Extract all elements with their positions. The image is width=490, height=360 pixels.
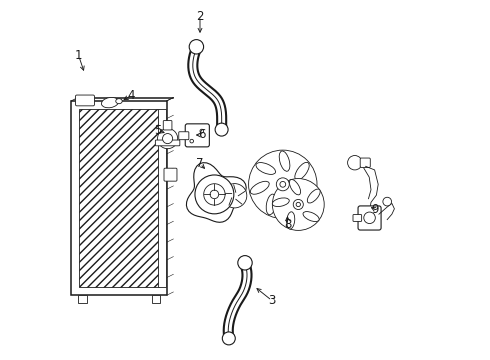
Ellipse shape	[272, 198, 289, 207]
Ellipse shape	[116, 99, 122, 104]
FancyBboxPatch shape	[179, 132, 189, 140]
Text: 4: 4	[128, 89, 135, 102]
Circle shape	[280, 181, 286, 187]
FancyBboxPatch shape	[163, 121, 172, 130]
Circle shape	[383, 197, 392, 206]
Circle shape	[195, 175, 234, 214]
Circle shape	[347, 156, 362, 170]
Ellipse shape	[101, 98, 119, 108]
Ellipse shape	[294, 186, 316, 196]
Circle shape	[163, 134, 172, 144]
FancyBboxPatch shape	[353, 215, 362, 221]
Text: 8: 8	[284, 219, 291, 231]
Text: 5: 5	[154, 124, 162, 137]
Circle shape	[272, 179, 324, 230]
Ellipse shape	[295, 162, 309, 180]
Ellipse shape	[284, 198, 299, 215]
Bar	[152, 295, 160, 303]
Circle shape	[276, 178, 289, 191]
Circle shape	[293, 199, 303, 210]
FancyBboxPatch shape	[155, 140, 180, 146]
Circle shape	[222, 332, 235, 345]
Ellipse shape	[250, 181, 269, 194]
FancyBboxPatch shape	[360, 158, 370, 167]
Circle shape	[364, 212, 375, 224]
Circle shape	[204, 184, 225, 205]
Text: 9: 9	[371, 203, 379, 216]
Circle shape	[157, 129, 178, 149]
Text: 2: 2	[196, 10, 204, 23]
Circle shape	[296, 202, 300, 207]
FancyBboxPatch shape	[164, 168, 177, 181]
Ellipse shape	[307, 189, 320, 203]
Bar	[78, 295, 87, 303]
Circle shape	[200, 129, 204, 133]
Text: 6: 6	[198, 129, 205, 141]
Ellipse shape	[279, 151, 290, 171]
Circle shape	[222, 184, 247, 208]
Circle shape	[189, 40, 204, 54]
Bar	[79, 109, 159, 287]
Ellipse shape	[287, 212, 295, 229]
Circle shape	[238, 256, 252, 270]
FancyBboxPatch shape	[75, 95, 95, 106]
Text: 7: 7	[196, 157, 204, 170]
Text: 1: 1	[75, 49, 82, 62]
Circle shape	[215, 123, 228, 136]
Polygon shape	[186, 163, 246, 222]
Text: 3: 3	[269, 294, 276, 307]
Ellipse shape	[290, 179, 300, 195]
Circle shape	[248, 150, 317, 219]
Ellipse shape	[266, 194, 276, 215]
Bar	[72, 101, 167, 295]
Ellipse shape	[256, 163, 275, 174]
FancyBboxPatch shape	[185, 124, 209, 147]
Circle shape	[190, 139, 194, 143]
FancyBboxPatch shape	[358, 206, 381, 230]
Circle shape	[210, 190, 219, 199]
Bar	[158, 109, 166, 287]
Ellipse shape	[303, 212, 319, 221]
